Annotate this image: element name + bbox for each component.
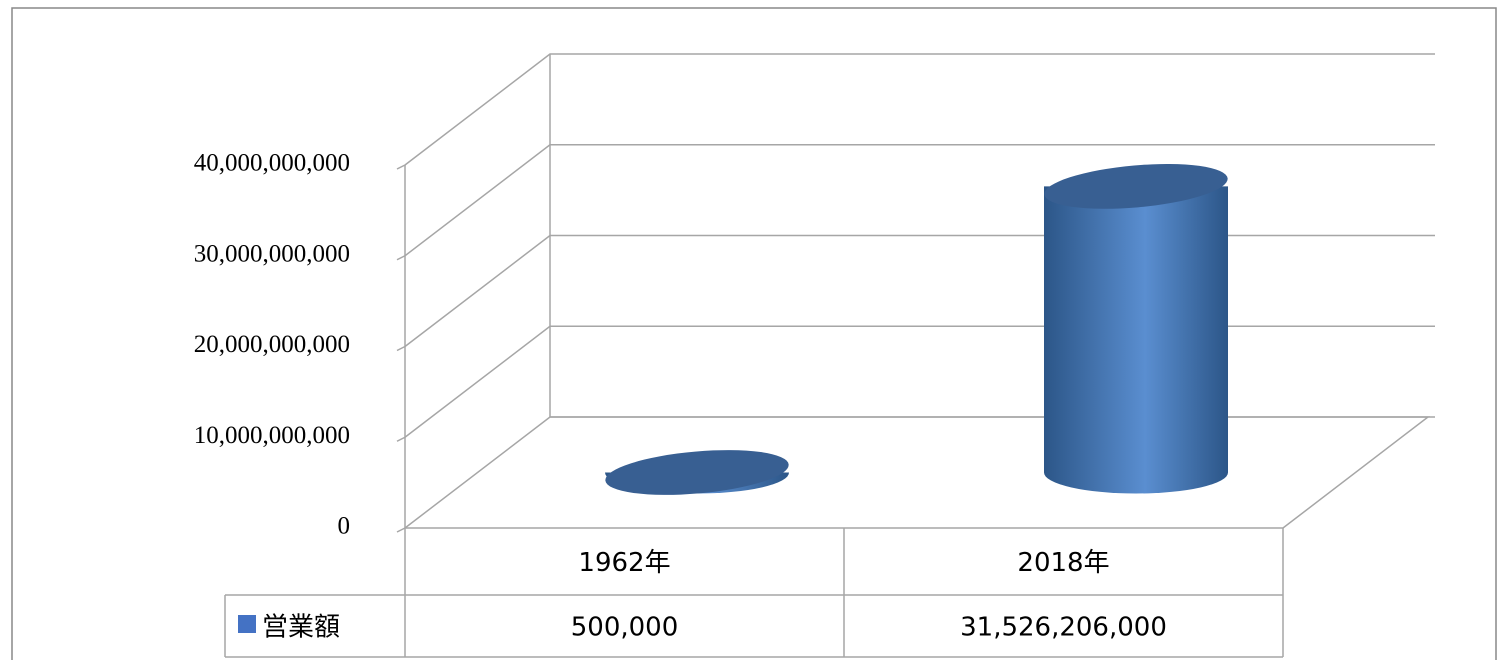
x-tick-label: 2018年 [1017, 548, 1109, 578]
tick-mark [396, 255, 406, 261]
y-tick-label: 40,000,000,000 [194, 150, 350, 177]
grid-line [404, 416, 1435, 529]
grid-line [404, 325, 1435, 438]
legend-swatch [238, 615, 256, 633]
legend-label: 営業額 [262, 613, 340, 643]
data-table-value: 31,526,206,000 [960, 613, 1167, 643]
y-tick-label: 0 [338, 513, 351, 540]
cylinder-top [605, 450, 789, 495]
y-tick-label: 10,000,000,000 [194, 422, 350, 449]
cylinder-top [1044, 163, 1228, 209]
grid-line [404, 234, 1435, 348]
data-table-value: 500,000 [571, 613, 679, 643]
y-tick-label: 20,000,000,000 [194, 331, 350, 358]
floor [405, 416, 1431, 529]
cylinder [1044, 163, 1228, 494]
cylinder [605, 450, 789, 495]
grid-line [404, 144, 1435, 257]
tick-mark [396, 164, 406, 170]
y-tick-label: 30,000,000,000 [194, 240, 350, 267]
grid-line [404, 53, 1435, 166]
tick-mark [396, 527, 406, 533]
chart-border [11, 7, 1497, 660]
tick-mark [396, 436, 406, 442]
tick-mark [396, 345, 406, 352]
cylinder-side [1044, 186, 1228, 494]
table-grid [224, 528, 1284, 658]
x-tick-label: 1962年 [578, 548, 670, 578]
